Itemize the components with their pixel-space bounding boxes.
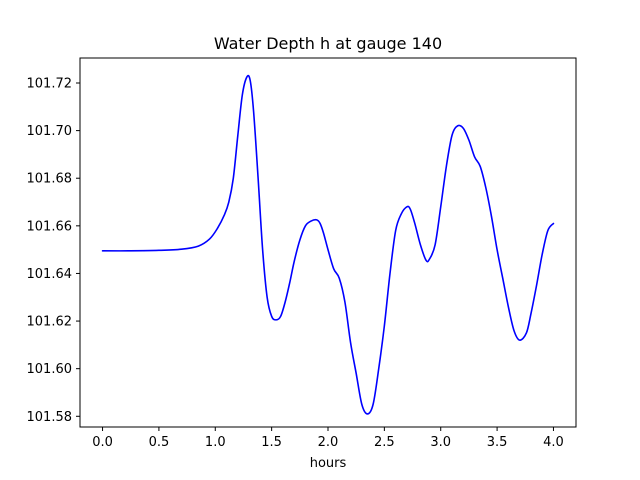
y-tick-label: 101.58 [27, 410, 73, 425]
y-tick-label: 101.66 [27, 219, 73, 234]
x-tick-label: 2.5 [374, 435, 395, 450]
x-tick-label: 1.0 [205, 435, 226, 450]
chart-title: Water Depth h at gauge 140 [214, 34, 442, 53]
series-line-0 [101, 74, 555, 415]
x-tick-label: 3.5 [487, 435, 508, 450]
x-tick-label: 4.0 [543, 435, 564, 450]
y-tick-label: 101.62 [27, 315, 73, 330]
y-tick-label: 101.60 [27, 362, 73, 377]
plot-area: 0.0 0.5 1.0 1.5 2.0 2.5 3.0 3.5 4.0 101.58 101.60 1… [27, 57, 577, 450]
y-tick-label: 101.68 [27, 172, 73, 187]
y-tick-label: 101.70 [27, 124, 73, 139]
x-tick-label: 0.0 [92, 435, 113, 450]
x-tick-label: 3.0 [430, 435, 451, 450]
x-tick-label: 2.0 [318, 435, 339, 450]
x-axis-label: hours [310, 456, 347, 471]
y-tick-label: 101.72 [27, 76, 73, 91]
x-tick-label: 1.5 [261, 435, 282, 450]
x-tick-label: 0.5 [149, 435, 170, 450]
y-tick-label: 101.64 [27, 267, 73, 282]
